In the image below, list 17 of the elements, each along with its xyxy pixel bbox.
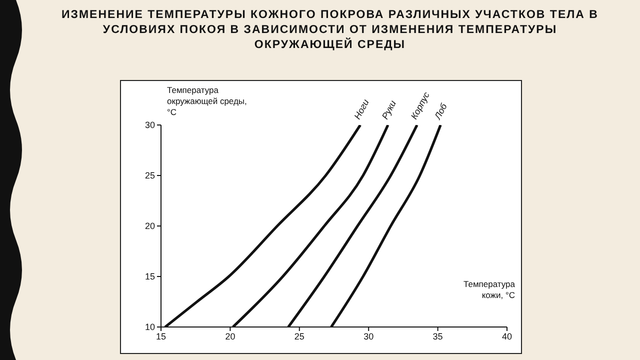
y-tick-label: 20 <box>144 221 155 232</box>
chart-title: ИЗМЕНЕНИЕ ТЕМПЕРАТУРЫ КОЖНОГО ПОКРОВА РАЗЛИЧНЫХ УЧАСТКОВ ТЕЛА В УСЛОВИЯХ ПОКОЯ В ЗАВИСИМОСТИ ОТ ИЗМЕНЕНИЯ ТЕМПЕРАТУРЫ ОКРУЖАЮЩЕЙ СРЕДЫ <box>60 8 600 53</box>
y-tick-label: 25 <box>144 170 155 181</box>
text: Ноги <box>352 98 371 121</box>
x-tick-label: 35 <box>432 331 443 342</box>
x-axis-title: Температура кожи, °C <box>462 279 515 301</box>
x-tick-label: 25 <box>294 331 304 342</box>
y-axis-title: Температура окружающей среды, °C <box>167 85 247 118</box>
y-tick-label: 15 <box>144 272 155 282</box>
x-tick-label: 20 <box>225 331 236 342</box>
y-tick-label: 30 <box>144 120 155 130</box>
x-tick-label: 30 <box>364 331 374 342</box>
x-tick-label: 15 <box>156 331 166 342</box>
text: Руки <box>380 98 398 121</box>
x-tick-label: 40 <box>502 331 512 342</box>
text: Лоб <box>432 101 450 122</box>
y-tick-label: 10 <box>144 322 155 332</box>
